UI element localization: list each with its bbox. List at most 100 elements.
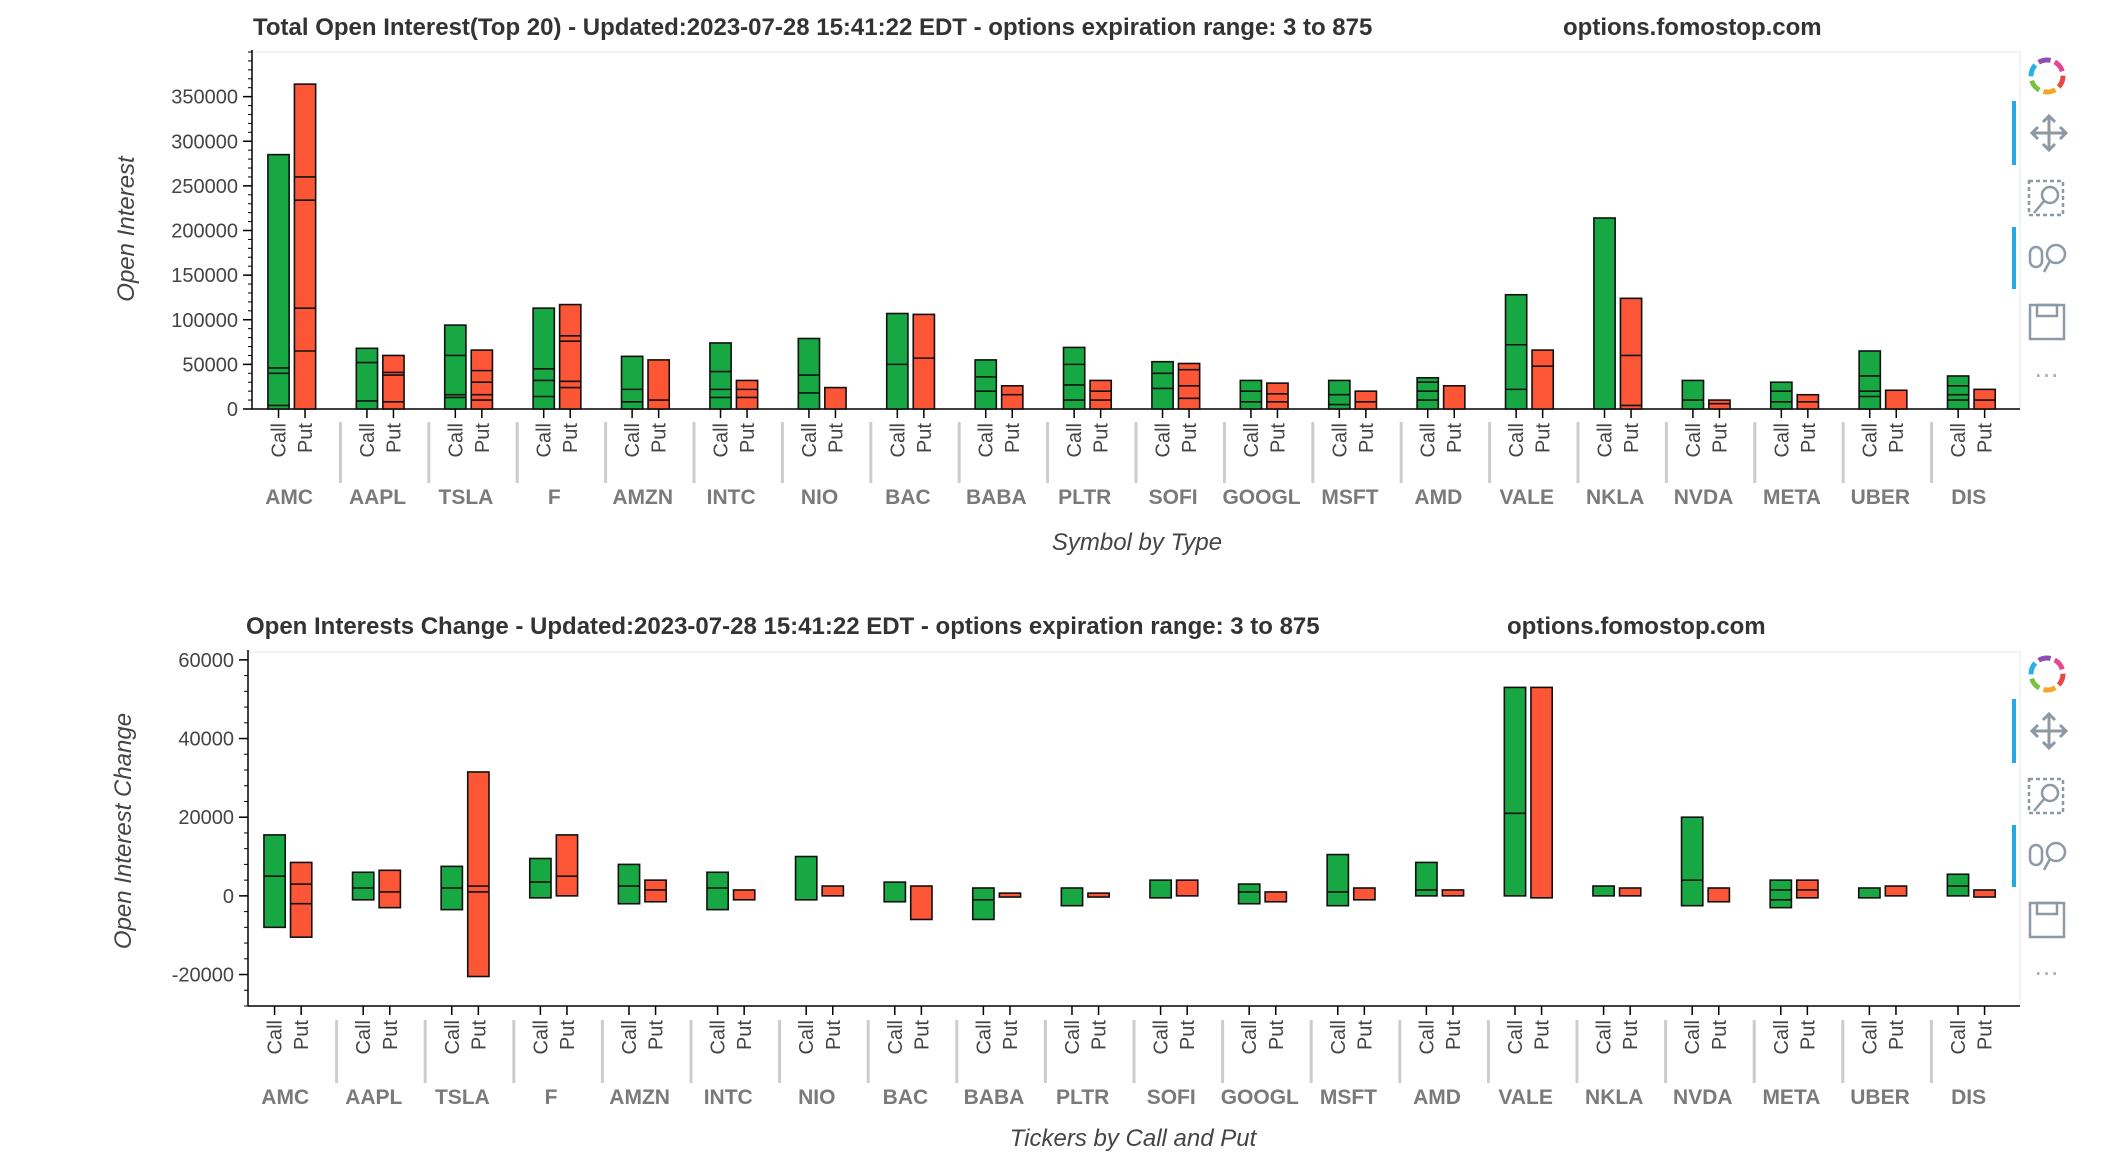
box-zoom-icon[interactable] (2012, 171, 2082, 227)
bar-call (1858, 350, 1882, 410)
box-zoom-icon[interactable] (2012, 769, 2082, 825)
x-subcategory-label: Call (1239, 1020, 1261, 1054)
x-subcategory-label: Put (1532, 1020, 1554, 1050)
x-subcategory-label: Call (711, 423, 733, 457)
bar-call (1857, 887, 1881, 899)
x-category-label: AMZN (609, 1086, 670, 1109)
pan-tool-icon[interactable] (2012, 101, 2082, 165)
more-tools-icon[interactable]: ... (2034, 951, 2060, 981)
bar-call (443, 324, 467, 410)
bar-put (558, 303, 582, 410)
x-subcategory-label: Call (1771, 1020, 1793, 1054)
bar-put (293, 83, 317, 410)
x-category-label: AMC (265, 486, 313, 509)
x-category-label: META (1763, 486, 1821, 509)
wheel-zoom-icon[interactable] (2012, 825, 2082, 887)
bar-call (267, 153, 290, 410)
x-subcategory-label: Call (1328, 1020, 1350, 1054)
x-category-label: DIS (1951, 1086, 1986, 1109)
x-subcategory-label: Call (1241, 423, 1263, 457)
x-subcategory-label: Put (734, 1020, 756, 1050)
x-subcategory-label: Put (1533, 423, 1555, 453)
x-subcategory-label: Put (472, 423, 494, 453)
x-subcategory-label: Call (1948, 423, 1970, 457)
bar-call (1239, 379, 1263, 410)
x-category-label: INTC (704, 1086, 753, 1109)
x-subcategory-label: Put (649, 423, 671, 453)
x-subcategory-label: Put (1621, 423, 1643, 453)
bar-call (1060, 887, 1084, 907)
x-subcategory-label: Call (1595, 423, 1617, 457)
y-tick-label: 300000 (171, 131, 238, 153)
x-category-label: AAPL (349, 486, 406, 509)
bar-call (351, 871, 375, 901)
y-axis-label: Open Interest (113, 155, 140, 302)
x-subcategory-label: Call (1153, 423, 1175, 457)
x-subcategory-label: Call (445, 423, 467, 457)
y-tick-label: 60000 (178, 650, 234, 672)
bar-call (1680, 816, 1704, 907)
x-subcategory-label: Put (1443, 1020, 1465, 1050)
x-category-label: SOFI (1147, 1086, 1196, 1109)
x-subcategory-label: Put (914, 423, 936, 453)
x-category-label: INTC (707, 486, 756, 509)
bar-call (1769, 381, 1793, 410)
y-tick-label: 250000 (171, 176, 238, 198)
x-subcategory-label: Put (1798, 423, 1820, 453)
bar-put (998, 892, 1022, 898)
bar-call (971, 887, 995, 921)
chart-title: Open Interests Change - Updated:2023-07-… (246, 613, 1320, 640)
x-subcategory-label: Call (1859, 1020, 1881, 1054)
pan-tool-icon[interactable] (2012, 699, 2082, 763)
bar-call (1504, 293, 1528, 410)
wheel-zoom-icon[interactable] (2012, 227, 2082, 289)
bar-put (1264, 891, 1288, 903)
bar-put (1089, 379, 1113, 410)
bar-call (1593, 217, 1616, 410)
x-subcategory-label: Call (976, 423, 998, 457)
x-subcategory-label: Call (885, 1020, 907, 1054)
x-subcategory-label: Put (646, 1020, 668, 1050)
x-subcategory-label: Put (1797, 1020, 1819, 1050)
save-icon[interactable] (2012, 294, 2082, 350)
x-category-label: TSLA (435, 1086, 490, 1109)
x-subcategory-label: Put (291, 1020, 313, 1050)
x-category-label: BAC (883, 1086, 929, 1109)
x-subcategory-label: Call (1683, 423, 1705, 457)
x-subcategory-label: Call (887, 423, 909, 457)
bar-put (1884, 389, 1908, 410)
x-subcategory-label: Call (1151, 1020, 1173, 1054)
bar-put (289, 861, 313, 938)
bar-put (1175, 879, 1199, 897)
bar-put (1795, 879, 1819, 899)
bar-put (1531, 349, 1555, 410)
x-subcategory-label: Call (619, 1020, 641, 1054)
x-category-label: AMD (1413, 1086, 1461, 1109)
x-subcategory-label: Call (1682, 1020, 1704, 1054)
bar-put (1352, 887, 1376, 901)
x-subcategory-label: Call (1418, 423, 1440, 457)
chart-site: options.fomostop.com (1563, 14, 1822, 41)
save-icon[interactable] (2012, 892, 2082, 948)
more-tools-icon[interactable]: ... (2034, 353, 2060, 383)
bar-put (555, 834, 579, 897)
x-subcategory-label: Call (708, 1020, 730, 1054)
bar-call (1592, 885, 1616, 897)
x-subcategory-label: Put (1975, 423, 1997, 453)
x-subcategory-label: Call (1329, 423, 1351, 457)
bar-put (1884, 885, 1908, 897)
y-tick-label: 0 (223, 886, 234, 908)
bar-put (1618, 887, 1642, 897)
chart-toolbar: ... (2012, 48, 2082, 383)
bar-put (1619, 297, 1643, 410)
bar-put (824, 386, 847, 410)
x-subcategory-label: Call (1948, 1020, 1970, 1054)
x-subcategory-label: Put (1709, 423, 1731, 453)
x-subcategory-label: Put (380, 1020, 402, 1050)
x-subcategory-label: Call (1416, 1020, 1438, 1054)
bar-call (532, 307, 556, 410)
bokeh-logo-icon[interactable] (2012, 646, 2082, 702)
x-subcategory-label: Put (1267, 423, 1289, 453)
bokeh-logo-icon[interactable] (2012, 48, 2082, 104)
x-category-label: GOOGL (1222, 486, 1300, 509)
